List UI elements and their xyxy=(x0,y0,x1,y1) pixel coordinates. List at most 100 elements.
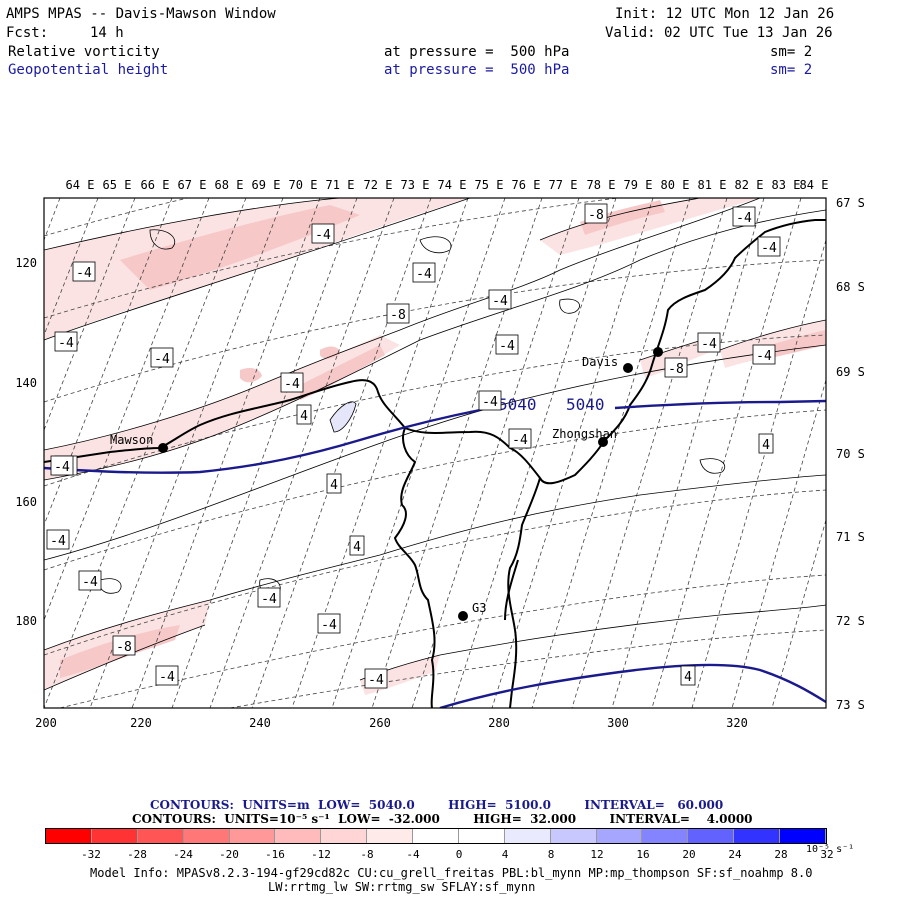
lat-label: 67 S xyxy=(836,196,865,210)
x-label: 280 xyxy=(488,716,510,730)
station-marker-g3 xyxy=(458,611,468,621)
y-label: 140 xyxy=(15,376,37,390)
field1-smoothing: sm= 2 xyxy=(770,44,813,60)
vorticity-label: -4 xyxy=(82,575,98,590)
vorticity-label-box xyxy=(412,262,436,283)
vorticity-label: -4 xyxy=(58,336,74,351)
x-label: 260 xyxy=(369,716,391,730)
lon-label: 80 E xyxy=(661,178,690,192)
colorbar-swatch xyxy=(46,829,92,843)
colorbar-tick-label: -32 xyxy=(81,848,101,861)
lon-label: 70 E xyxy=(289,178,318,192)
vorticity-label-box xyxy=(584,203,608,224)
field2-smoothing: sm= 2 xyxy=(770,62,813,78)
vorticity-label: -4 xyxy=(284,377,300,392)
vorticity-label-box xyxy=(349,535,365,556)
colorbar-tick-label: 32 xyxy=(820,848,834,861)
y-label: 120 xyxy=(15,256,37,270)
vorticity-label: -4 xyxy=(492,294,508,309)
lon-label: 83 E xyxy=(772,178,801,192)
colorbar-tick-label: -20 xyxy=(219,848,239,861)
colorbar-swatch xyxy=(91,829,138,843)
x-label: 240 xyxy=(249,716,271,730)
plot-frame xyxy=(43,197,827,709)
lat-label: 68 S xyxy=(836,280,865,294)
colorbar-swatch xyxy=(413,829,459,843)
colorbar-tick-label: 8 xyxy=(547,848,555,861)
x-label: 200 xyxy=(35,716,57,730)
colorbar-swatch xyxy=(229,829,276,843)
colorbar-tick-label: 28 xyxy=(774,848,788,861)
vorticity-label: 4 xyxy=(330,478,338,493)
colorbar-swatch xyxy=(183,829,230,843)
vorticity-label: -4 xyxy=(159,670,175,685)
x-label: 320 xyxy=(726,716,748,730)
colorbar-tick-label: -4 xyxy=(406,848,420,861)
vorticity-label: -4 xyxy=(368,673,384,688)
vorticity-label-box xyxy=(478,390,502,411)
colorbar-swatch xyxy=(504,829,551,843)
vorticity-label-box xyxy=(296,404,312,425)
graticule xyxy=(44,198,826,708)
vorticity-label: 4 xyxy=(353,540,361,555)
window-title: AMPS MPAS -- Davis-Mawson Window xyxy=(6,6,276,22)
vorticity-label: -4 xyxy=(499,339,515,354)
vorticity-label-box xyxy=(50,455,74,476)
vorticity-label: -4 xyxy=(512,433,528,448)
vorticity-label: -4 xyxy=(756,349,772,364)
vorticity-label-box xyxy=(386,303,410,324)
colorbar-tick-label: 16 xyxy=(636,848,650,861)
vorticity-label-box xyxy=(664,357,688,378)
vorticity-contours xyxy=(44,198,826,691)
lat-label: 72 S xyxy=(836,614,865,628)
vorticity-label: -8 xyxy=(588,208,604,223)
lon-label: 75 E xyxy=(475,178,504,192)
colorbar-swatch xyxy=(275,829,322,843)
colorbar-tick-label: -28 xyxy=(127,848,147,861)
lon-label: 72 E xyxy=(364,178,393,192)
vorticity-label-box xyxy=(732,206,756,227)
colorbar-swatch xyxy=(596,829,643,843)
colorbar-tick-label: -24 xyxy=(173,848,193,861)
vorticity-label-box xyxy=(46,529,70,550)
colorbar-swatch xyxy=(550,829,597,843)
station-label-zhongshan: Zhongshan xyxy=(552,427,617,441)
vorticity-label: -8 xyxy=(390,308,406,323)
colorbar-tick-label: 4 xyxy=(501,848,509,861)
colorbar-tick-label: -12 xyxy=(311,848,331,861)
lon-label: 64 E xyxy=(66,178,95,192)
stations: Mawson Davis Zhongshan G3 xyxy=(110,347,663,621)
lon-label: 79 E xyxy=(624,178,653,192)
vorticity-label-box xyxy=(757,236,781,257)
lon-label: 78 E xyxy=(587,178,616,192)
vorticity-contour-legend: CONTOURS: UNITS=10⁻⁵ s⁻¹ LOW= -32.000 HI… xyxy=(132,812,753,826)
height-contours xyxy=(44,399,826,708)
x-label: 220 xyxy=(130,716,152,730)
station-label-mawson: Mawson xyxy=(110,433,153,447)
vorticity-label-box xyxy=(112,635,136,656)
vorticity-label-box xyxy=(257,587,281,608)
vorticity-label-box xyxy=(280,372,304,393)
vorticity-label-box xyxy=(155,665,179,686)
vorticity-label-box xyxy=(326,473,342,494)
x-label: 300 xyxy=(607,716,629,730)
vorticity-label: -4 xyxy=(261,592,277,607)
vorticity-label: 4 xyxy=(762,438,770,453)
vorticity-label-box xyxy=(488,289,512,310)
lon-label: 71 E xyxy=(326,178,355,192)
station-marker-davis xyxy=(623,363,633,373)
lon-label: 81 E xyxy=(698,178,727,192)
lon-label: 76 E xyxy=(512,178,541,192)
colorbar xyxy=(45,828,827,844)
station-label-davis: Davis xyxy=(582,355,618,369)
station-marker-unlabeled xyxy=(653,347,663,357)
vorticity-label-box xyxy=(752,344,776,365)
vorticity-label-box xyxy=(697,332,721,353)
lat-label: 73 S xyxy=(836,698,865,712)
field1-name: Relative vorticity xyxy=(8,44,160,60)
y-label: 180 xyxy=(15,614,37,628)
vorticity-label-box xyxy=(311,223,335,244)
vorticity-label: -4 xyxy=(736,211,752,226)
init-time: Init: 12 UTC Mon 12 Jan 26 xyxy=(615,6,835,22)
